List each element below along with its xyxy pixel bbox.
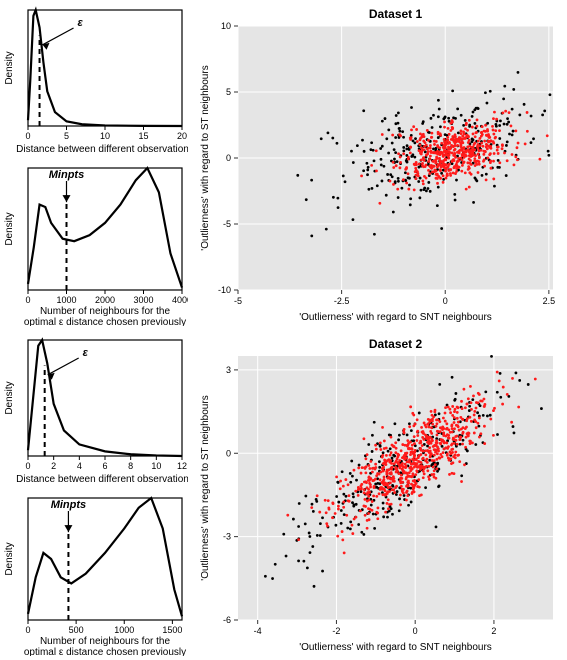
svg-text:6: 6 — [102, 461, 107, 471]
svg-text:3000: 3000 — [133, 295, 153, 305]
svg-text:2.5: 2.5 — [543, 296, 556, 306]
svg-text:10: 10 — [100, 131, 110, 141]
svg-text:Distance between different obs: Distance between different observations — [16, 144, 188, 155]
svg-text:2: 2 — [51, 461, 56, 471]
svg-text:12: 12 — [177, 461, 187, 471]
svg-text:10: 10 — [151, 461, 161, 471]
svg-text:0: 0 — [25, 131, 30, 141]
svg-text:3: 3 — [226, 365, 231, 375]
dataset1-scatter: Dataset 1-5-2.502.5-10-50510'Outlierness… — [190, 0, 567, 330]
svg-text:optimal ε distance chosen prev: optimal ε distance chosen previously — [24, 647, 186, 656]
svg-text:-5: -5 — [234, 296, 242, 306]
svg-text:-6: -6 — [223, 615, 231, 625]
svg-text:5: 5 — [64, 131, 69, 141]
dataset2-scatter: Dataset 2 -4 -2 0 2 -6 -3 0 3 'Outlierness' with … — [190, 330, 567, 660]
dataset2-density-eps: 0 2 4 6 8 10 12 ε Density Distance between differ… — [2, 334, 188, 492]
svg-text:ε: ε — [83, 347, 89, 359]
svg-text:ε: ε — [78, 17, 84, 29]
svg-text:5: 5 — [226, 87, 231, 97]
dataset2-density-minpts: 0 500 1000 1500 Minpts Density Number of neigh… — [2, 492, 188, 656]
dataset1-left: 0 5 10 15 20 ε Density Distance between differe… — [0, 0, 190, 330]
svg-text:2: 2 — [491, 626, 496, 636]
svg-text:Density: Density — [4, 542, 15, 575]
svg-text:optimal ε distance chosen prev: optimal ε distance chosen previously — [24, 317, 186, 326]
svg-text:'Outlierness' with regard to S: 'Outlierness' with regard to ST neighbou… — [200, 65, 211, 250]
svg-text:-2.5: -2.5 — [334, 296, 350, 306]
svg-text:Number of neighbours for the: Number of neighbours for the — [40, 636, 171, 647]
svg-text:0: 0 — [25, 625, 30, 635]
svg-text:-2: -2 — [332, 626, 340, 636]
svg-text:Density: Density — [4, 212, 15, 245]
svg-text:2000: 2000 — [95, 295, 115, 305]
svg-text:1000: 1000 — [56, 295, 76, 305]
svg-text:8: 8 — [128, 461, 133, 471]
svg-text:0: 0 — [25, 295, 30, 305]
svg-text:0: 0 — [443, 296, 448, 306]
svg-text:Distance between different obs: Distance between different observations — [16, 474, 188, 485]
svg-text:0: 0 — [226, 153, 231, 163]
svg-text:1000: 1000 — [114, 625, 134, 635]
svg-text:500: 500 — [69, 625, 84, 635]
svg-text:15: 15 — [138, 131, 148, 141]
svg-text:Number of neighbours for the: Number of neighbours for the — [40, 306, 171, 317]
svg-text:4: 4 — [77, 461, 82, 471]
svg-text:20: 20 — [177, 131, 187, 141]
svg-text:'Outlierness' with regard to S: 'Outlierness' with regard to SNT neighbo… — [299, 642, 492, 653]
svg-text:Minpts: Minpts — [51, 499, 86, 511]
svg-text:10: 10 — [221, 21, 231, 31]
svg-text:Density: Density — [4, 51, 15, 84]
svg-text:-5: -5 — [223, 219, 231, 229]
svg-text:4000: 4000 — [172, 295, 188, 305]
dataset1-density-minpts: 0 1000 2000 3000 4000 Minpts Density Number of … — [2, 162, 188, 326]
svg-text:0: 0 — [25, 461, 30, 471]
dataset2-left: 0 2 4 6 8 10 12 ε Density Distance between differ… — [0, 330, 190, 660]
svg-text:0: 0 — [226, 448, 231, 458]
svg-text:0: 0 — [413, 626, 418, 636]
svg-text:Density: Density — [4, 381, 15, 414]
svg-text:'Outlierness' with regard to S: 'Outlierness' with regard to ST neighbou… — [200, 395, 211, 580]
svg-text:Dataset 1: Dataset 1 — [369, 7, 423, 21]
svg-text:-4: -4 — [254, 626, 262, 636]
svg-text:1500: 1500 — [162, 625, 182, 635]
svg-text:Minpts: Minpts — [49, 169, 84, 181]
dataset1-density-eps: 0 5 10 15 20 ε Density Distance between differe… — [2, 4, 188, 162]
figure-grid: 05101520εDensityDistance between differe… — [0, 0, 567, 660]
svg-text:-3: -3 — [223, 532, 231, 542]
svg-text:'Outlierness' with regard to S: 'Outlierness' with regard to SNT neighbo… — [299, 312, 492, 323]
svg-text:Dataset 2: Dataset 2 — [369, 337, 423, 351]
svg-text:-10: -10 — [218, 285, 231, 295]
